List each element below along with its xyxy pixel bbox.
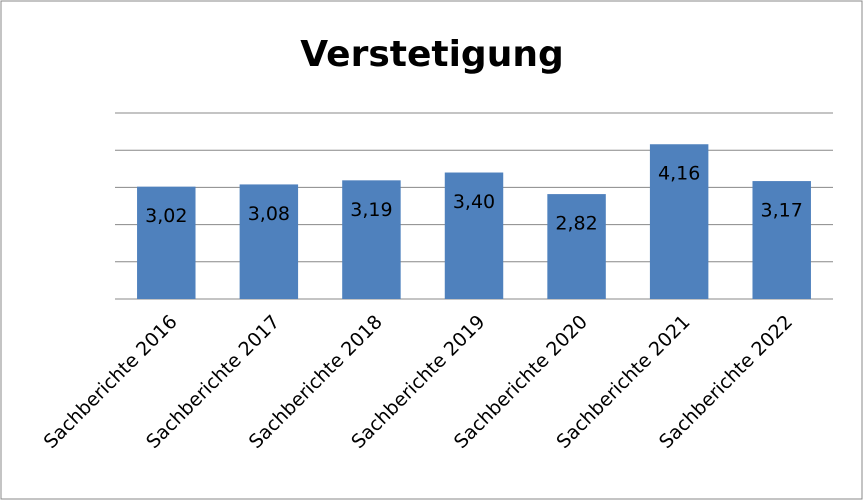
- data-label: 3,19: [350, 199, 392, 221]
- bar: [137, 186, 196, 299]
- bar: [752, 181, 811, 299]
- bar: [649, 144, 709, 299]
- bar: [444, 172, 504, 299]
- data-label: 3,08: [248, 203, 290, 225]
- data-label: 4,16: [658, 163, 700, 185]
- chart-title: Verstetigung: [300, 34, 563, 75]
- bar: [342, 180, 401, 299]
- bar: [547, 194, 606, 299]
- data-label: 2,82: [555, 213, 597, 235]
- data-label: 3,02: [145, 205, 187, 227]
- bar: [239, 184, 299, 299]
- data-label: 3,40: [453, 191, 495, 213]
- data-label: 3,17: [761, 200, 803, 222]
